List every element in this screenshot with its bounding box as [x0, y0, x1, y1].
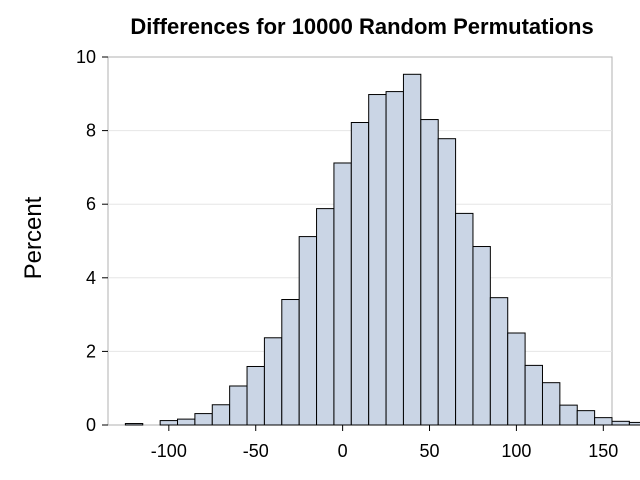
histogram-bar-28 — [611, 420, 630, 426]
histogram-bar-19 — [455, 212, 474, 426]
histogram-bar-12 — [333, 162, 352, 426]
histogram-bar-13 — [350, 122, 370, 426]
histogram-bar-25 — [559, 404, 578, 426]
histogram-bar-15 — [385, 91, 404, 426]
histogram-bar-14 — [368, 94, 387, 426]
y-axis-label: Percent — [20, 196, 47, 279]
histogram-bar-26 — [576, 410, 596, 426]
histogram-bar-21 — [489, 297, 509, 426]
y-tick-label-1: 2 — [86, 341, 96, 361]
histogram-bar-18 — [437, 138, 457, 426]
x-tick-label-4: 100 — [501, 441, 531, 461]
x-tick-label-2: 0 — [338, 441, 348, 461]
histogram-bar-6 — [229, 385, 248, 426]
y-tick-label-2: 4 — [86, 268, 96, 288]
x-tick-label-5: 150 — [588, 441, 618, 461]
histogram-bar-11 — [316, 208, 335, 426]
histogram-bar-20 — [472, 246, 491, 426]
axis-ticks: 0 2 4 6 8 10 -100 -50 0 50 100 150 — [76, 47, 618, 461]
histogram-bar-9 — [281, 299, 300, 426]
histogram-bar-3 — [177, 418, 196, 426]
x-tick-label-1: -50 — [243, 441, 269, 461]
histogram-bar-8 — [263, 337, 283, 426]
histogram-bar-10 — [298, 236, 318, 426]
histogram-bar-5 — [211, 404, 231, 426]
x-tick-label-0: -100 — [151, 441, 187, 461]
chart-title: Differences for 10000 Random Permutation… — [130, 14, 593, 39]
histogram-bar-22 — [507, 332, 526, 426]
histogram-bar-7 — [246, 365, 265, 426]
histogram-bar-0 — [124, 423, 144, 426]
x-tick-label-3: 50 — [420, 441, 440, 461]
y-tick-label-4: 8 — [86, 121, 96, 141]
histogram-bar-29 — [628, 421, 640, 426]
histogram-bar-23 — [524, 364, 543, 426]
histogram-bar-24 — [541, 382, 561, 426]
y-tick-label-0: 0 — [86, 415, 96, 435]
histogram-bar-17 — [420, 119, 439, 426]
y-tick-label-5: 10 — [76, 47, 96, 67]
histogram-bar-27 — [594, 417, 613, 426]
histogram-bar-16 — [402, 73, 422, 426]
histogram-bar-2 — [159, 420, 179, 426]
y-tick-label-3: 6 — [86, 194, 96, 214]
histogram-bar-4 — [194, 413, 213, 426]
